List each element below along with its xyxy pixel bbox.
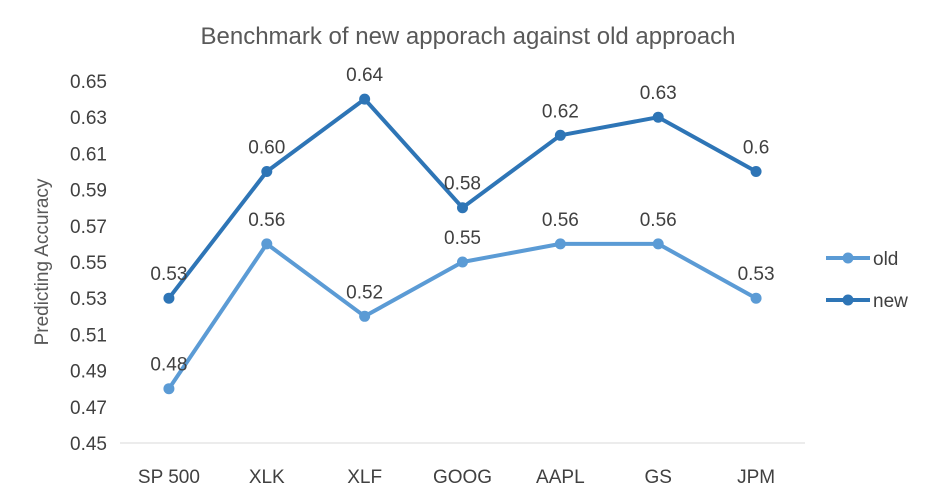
y-tick-label: 0.45 bbox=[70, 434, 107, 455]
y-tick-label: 0.47 bbox=[70, 398, 107, 419]
y-tick-label: 0.57 bbox=[70, 217, 107, 238]
data-point-new bbox=[457, 202, 468, 214]
x-tick-label: XLK bbox=[249, 467, 285, 488]
data-label-old: 0.48 bbox=[150, 355, 187, 376]
x-tick-label: SP 500 bbox=[138, 467, 200, 488]
legend-item-old: old bbox=[826, 249, 898, 270]
y-tick-label: 0.61 bbox=[70, 144, 107, 165]
y-tick-label: 0.65 bbox=[70, 72, 107, 93]
y-tick-label: 0.63 bbox=[70, 108, 107, 129]
legend: old new bbox=[826, 249, 908, 312]
data-point-new bbox=[652, 111, 664, 123]
data-point-old bbox=[554, 238, 566, 250]
y-axis-title: Predicting Accuracy bbox=[32, 178, 53, 345]
legend-label-new: new bbox=[873, 291, 908, 312]
data-label-new: 0.6 bbox=[743, 138, 769, 159]
chart-title: Benchmark of new apporach against old ap… bbox=[200, 23, 735, 50]
data-point-old bbox=[163, 383, 175, 395]
data-label-new: 0.64 bbox=[346, 65, 383, 86]
legend-label-old: old bbox=[873, 249, 898, 270]
data-point-old bbox=[261, 238, 273, 250]
series-group: 0.48 0.56 0.52 0.55 0.56 0.56 0.53 0.53 0.60 0.64… bbox=[150, 65, 775, 395]
y-tick-label: 0.51 bbox=[70, 325, 107, 346]
data-label-old: 0.52 bbox=[346, 282, 383, 303]
data-point-new bbox=[163, 292, 175, 304]
y-tick-label: 0.55 bbox=[70, 253, 107, 274]
x-tick-label: AAPL bbox=[536, 467, 585, 488]
x-tick-label: JPM bbox=[737, 467, 775, 488]
data-label-new: 0.53 bbox=[150, 264, 187, 285]
data-label-new: 0.62 bbox=[542, 101, 579, 122]
y-tick-label: 0.49 bbox=[70, 362, 107, 383]
data-label-old: 0.56 bbox=[640, 210, 677, 231]
data-label-old: 0.53 bbox=[738, 264, 775, 285]
data-label-new: 0.58 bbox=[444, 174, 481, 195]
data-label-new: 0.60 bbox=[248, 138, 285, 159]
data-point-new bbox=[359, 93, 371, 105]
series-new: 0.53 0.60 0.64 0.58 0.62 0.63 0.6 bbox=[150, 65, 769, 304]
x-axis-ticks: SP 500 XLK XLF GOOG AAPL GS JPM bbox=[138, 467, 775, 488]
data-label-old: 0.56 bbox=[542, 210, 579, 231]
data-label-old: 0.56 bbox=[248, 210, 285, 231]
y-tick-label: 0.59 bbox=[70, 181, 107, 202]
data-point-new bbox=[554, 129, 566, 141]
series-line-new bbox=[166, 97, 759, 301]
x-tick-label: XLF bbox=[347, 467, 382, 488]
legend-marker-new bbox=[842, 294, 854, 306]
data-label-old: 0.55 bbox=[444, 228, 481, 249]
y-axis-ticks: 0.45 0.47 0.49 0.51 0.53 0.55 0.57 0.59 0.61 0.63… bbox=[70, 72, 107, 455]
data-point-new bbox=[261, 166, 273, 177]
x-tick-label: GOOG bbox=[433, 467, 492, 488]
series-old: 0.48 0.56 0.52 0.55 0.56 0.56 0.53 bbox=[150, 210, 775, 395]
data-point-new bbox=[750, 166, 762, 177]
x-tick-label: GS bbox=[644, 467, 671, 488]
data-point-old bbox=[750, 292, 762, 304]
data-point-old bbox=[652, 238, 664, 250]
data-label-new: 0.63 bbox=[640, 83, 677, 104]
legend-item-new: new bbox=[826, 291, 908, 312]
data-point-old bbox=[359, 310, 371, 322]
legend-marker-old bbox=[842, 252, 854, 264]
y-tick-label: 0.53 bbox=[70, 289, 107, 310]
data-point-old bbox=[457, 256, 468, 268]
